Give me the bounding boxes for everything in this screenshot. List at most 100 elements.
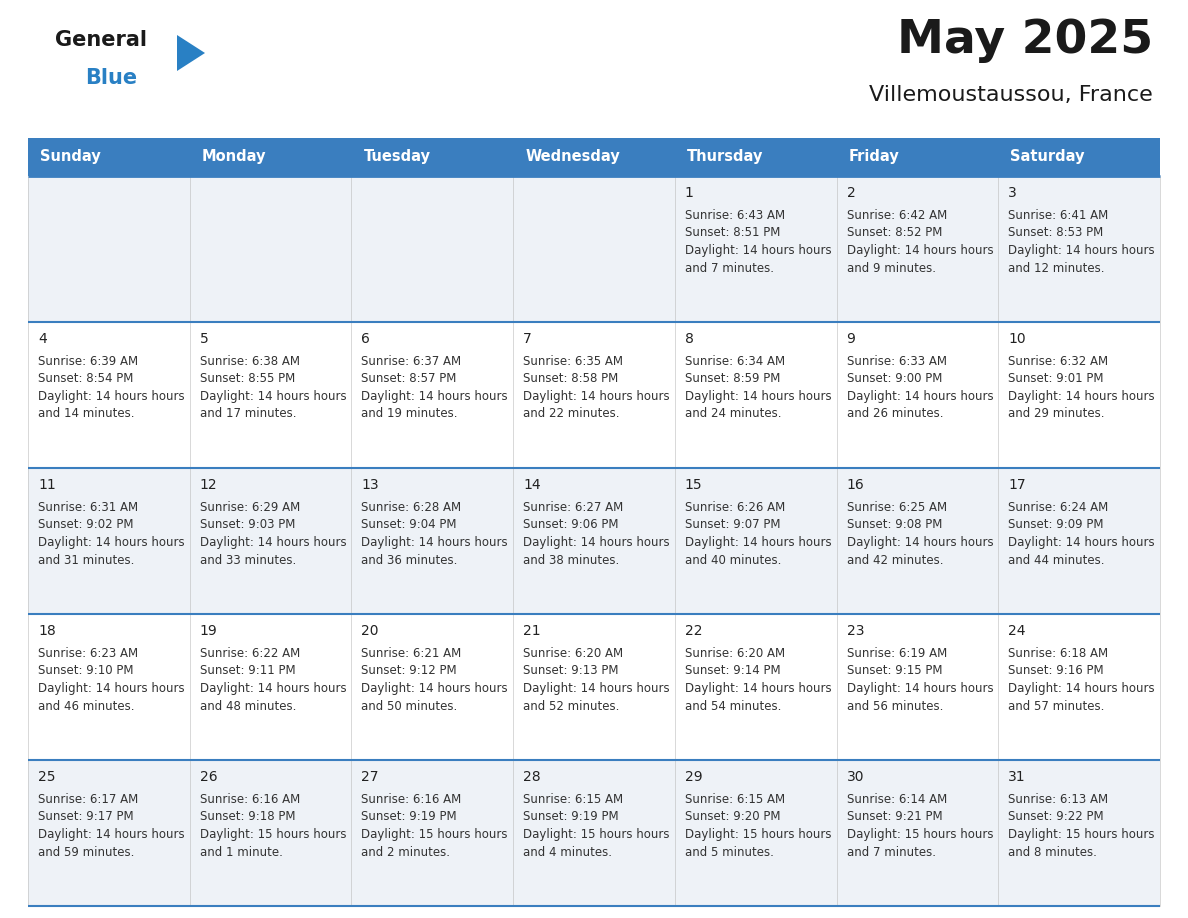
Text: and 9 minutes.: and 9 minutes. — [847, 262, 936, 274]
Text: Sunset: 9:19 PM: Sunset: 9:19 PM — [361, 811, 457, 823]
Bar — [836, 760, 998, 906]
Text: Daylight: 14 hours hours: Daylight: 14 hours hours — [361, 390, 508, 403]
Text: 15: 15 — [684, 478, 702, 492]
Bar — [836, 138, 998, 176]
Text: Sunrise: 6:16 AM: Sunrise: 6:16 AM — [361, 793, 462, 806]
Bar — [836, 614, 998, 760]
Text: Daylight: 14 hours hours: Daylight: 14 hours hours — [684, 244, 832, 257]
Bar — [513, 468, 675, 614]
Bar — [190, 322, 352, 468]
Text: Sunrise: 6:32 AM: Sunrise: 6:32 AM — [1009, 355, 1108, 368]
Text: Sunrise: 6:38 AM: Sunrise: 6:38 AM — [200, 355, 299, 368]
Text: and 56 minutes.: and 56 minutes. — [847, 700, 943, 712]
Text: May 2025: May 2025 — [897, 18, 1154, 63]
Bar — [352, 760, 513, 906]
Text: and 54 minutes.: and 54 minutes. — [684, 700, 782, 712]
Text: Daylight: 15 hours hours: Daylight: 15 hours hours — [200, 828, 346, 841]
Text: Daylight: 14 hours hours: Daylight: 14 hours hours — [523, 390, 670, 403]
Text: Sunrise: 6:15 AM: Sunrise: 6:15 AM — [523, 793, 624, 806]
Text: Daylight: 14 hours hours: Daylight: 14 hours hours — [38, 536, 184, 549]
Text: and 2 minutes.: and 2 minutes. — [361, 845, 450, 858]
Text: 18: 18 — [38, 624, 56, 638]
Bar — [675, 468, 836, 614]
Text: Sunset: 9:02 PM: Sunset: 9:02 PM — [38, 519, 133, 532]
Bar — [29, 760, 190, 906]
Bar — [190, 138, 352, 176]
Text: Sunrise: 6:22 AM: Sunrise: 6:22 AM — [200, 647, 299, 660]
Text: and 38 minutes.: and 38 minutes. — [523, 554, 619, 566]
Text: Sunrise: 6:19 AM: Sunrise: 6:19 AM — [847, 647, 947, 660]
Text: Sunrise: 6:24 AM: Sunrise: 6:24 AM — [1009, 501, 1108, 514]
Text: Sunrise: 6:20 AM: Sunrise: 6:20 AM — [684, 647, 785, 660]
Text: 20: 20 — [361, 624, 379, 638]
Text: Sunrise: 6:13 AM: Sunrise: 6:13 AM — [1009, 793, 1108, 806]
Text: 9: 9 — [847, 332, 855, 346]
Text: and 24 minutes.: and 24 minutes. — [684, 408, 782, 420]
Text: 26: 26 — [200, 770, 217, 784]
Text: Sunset: 9:17 PM: Sunset: 9:17 PM — [38, 811, 133, 823]
Text: Sunset: 9:16 PM: Sunset: 9:16 PM — [1009, 665, 1104, 677]
Text: Sunset: 8:58 PM: Sunset: 8:58 PM — [523, 373, 619, 386]
Text: Daylight: 14 hours hours: Daylight: 14 hours hours — [684, 390, 832, 403]
Text: Daylight: 14 hours hours: Daylight: 14 hours hours — [200, 682, 347, 695]
Bar — [675, 322, 836, 468]
Bar — [675, 138, 836, 176]
Text: Daylight: 15 hours hours: Daylight: 15 hours hours — [523, 828, 670, 841]
Text: Daylight: 15 hours hours: Daylight: 15 hours hours — [361, 828, 508, 841]
Text: 22: 22 — [684, 624, 702, 638]
Text: Sunrise: 6:34 AM: Sunrise: 6:34 AM — [684, 355, 785, 368]
Text: and 50 minutes.: and 50 minutes. — [361, 700, 457, 712]
Text: 6: 6 — [361, 332, 371, 346]
Bar — [29, 138, 190, 176]
Text: 30: 30 — [847, 770, 864, 784]
Text: Sunset: 9:12 PM: Sunset: 9:12 PM — [361, 665, 457, 677]
Text: Sunset: 8:57 PM: Sunset: 8:57 PM — [361, 373, 457, 386]
Bar — [29, 614, 190, 760]
Text: Sunrise: 6:43 AM: Sunrise: 6:43 AM — [684, 209, 785, 222]
Text: Sunrise: 6:33 AM: Sunrise: 6:33 AM — [847, 355, 947, 368]
Text: and 29 minutes.: and 29 minutes. — [1009, 408, 1105, 420]
Bar — [675, 176, 836, 322]
Bar — [513, 760, 675, 906]
Text: Sunset: 9:14 PM: Sunset: 9:14 PM — [684, 665, 781, 677]
Text: Sunset: 8:55 PM: Sunset: 8:55 PM — [200, 373, 295, 386]
Text: Daylight: 14 hours hours: Daylight: 14 hours hours — [847, 682, 993, 695]
Text: Sunset: 9:07 PM: Sunset: 9:07 PM — [684, 519, 781, 532]
Text: and 57 minutes.: and 57 minutes. — [1009, 700, 1105, 712]
Text: 4: 4 — [38, 332, 46, 346]
Text: Blue: Blue — [86, 68, 137, 88]
Text: Sunrise: 6:29 AM: Sunrise: 6:29 AM — [200, 501, 299, 514]
Text: 12: 12 — [200, 478, 217, 492]
Bar — [998, 138, 1159, 176]
Bar — [675, 760, 836, 906]
Bar — [190, 760, 352, 906]
Text: Sunset: 8:59 PM: Sunset: 8:59 PM — [684, 373, 781, 386]
Text: and 46 minutes.: and 46 minutes. — [38, 700, 134, 712]
Text: Sunday: Sunday — [40, 150, 101, 164]
Text: and 4 minutes.: and 4 minutes. — [523, 845, 612, 858]
Bar — [998, 176, 1159, 322]
Text: and 59 minutes.: and 59 minutes. — [38, 845, 134, 858]
Text: 28: 28 — [523, 770, 541, 784]
Text: 16: 16 — [847, 478, 865, 492]
Text: Sunrise: 6:37 AM: Sunrise: 6:37 AM — [361, 355, 462, 368]
Text: 24: 24 — [1009, 624, 1025, 638]
Text: Friday: Friday — [848, 150, 899, 164]
Text: Daylight: 15 hours hours: Daylight: 15 hours hours — [1009, 828, 1155, 841]
Text: Daylight: 14 hours hours: Daylight: 14 hours hours — [38, 828, 184, 841]
Text: Sunset: 9:06 PM: Sunset: 9:06 PM — [523, 519, 619, 532]
Text: Sunrise: 6:28 AM: Sunrise: 6:28 AM — [361, 501, 462, 514]
Text: and 12 minutes.: and 12 minutes. — [1009, 262, 1105, 274]
Text: Sunset: 9:08 PM: Sunset: 9:08 PM — [847, 519, 942, 532]
Bar — [513, 138, 675, 176]
Text: and 17 minutes.: and 17 minutes. — [200, 408, 296, 420]
Text: and 7 minutes.: and 7 minutes. — [684, 262, 773, 274]
Bar — [352, 468, 513, 614]
Text: 29: 29 — [684, 770, 702, 784]
Text: Daylight: 14 hours hours: Daylight: 14 hours hours — [38, 390, 184, 403]
Text: Sunrise: 6:41 AM: Sunrise: 6:41 AM — [1009, 209, 1108, 222]
Text: and 44 minutes.: and 44 minutes. — [1009, 554, 1105, 566]
Text: Sunrise: 6:39 AM: Sunrise: 6:39 AM — [38, 355, 138, 368]
Text: Daylight: 14 hours hours: Daylight: 14 hours hours — [847, 390, 993, 403]
Text: and 19 minutes.: and 19 minutes. — [361, 408, 457, 420]
